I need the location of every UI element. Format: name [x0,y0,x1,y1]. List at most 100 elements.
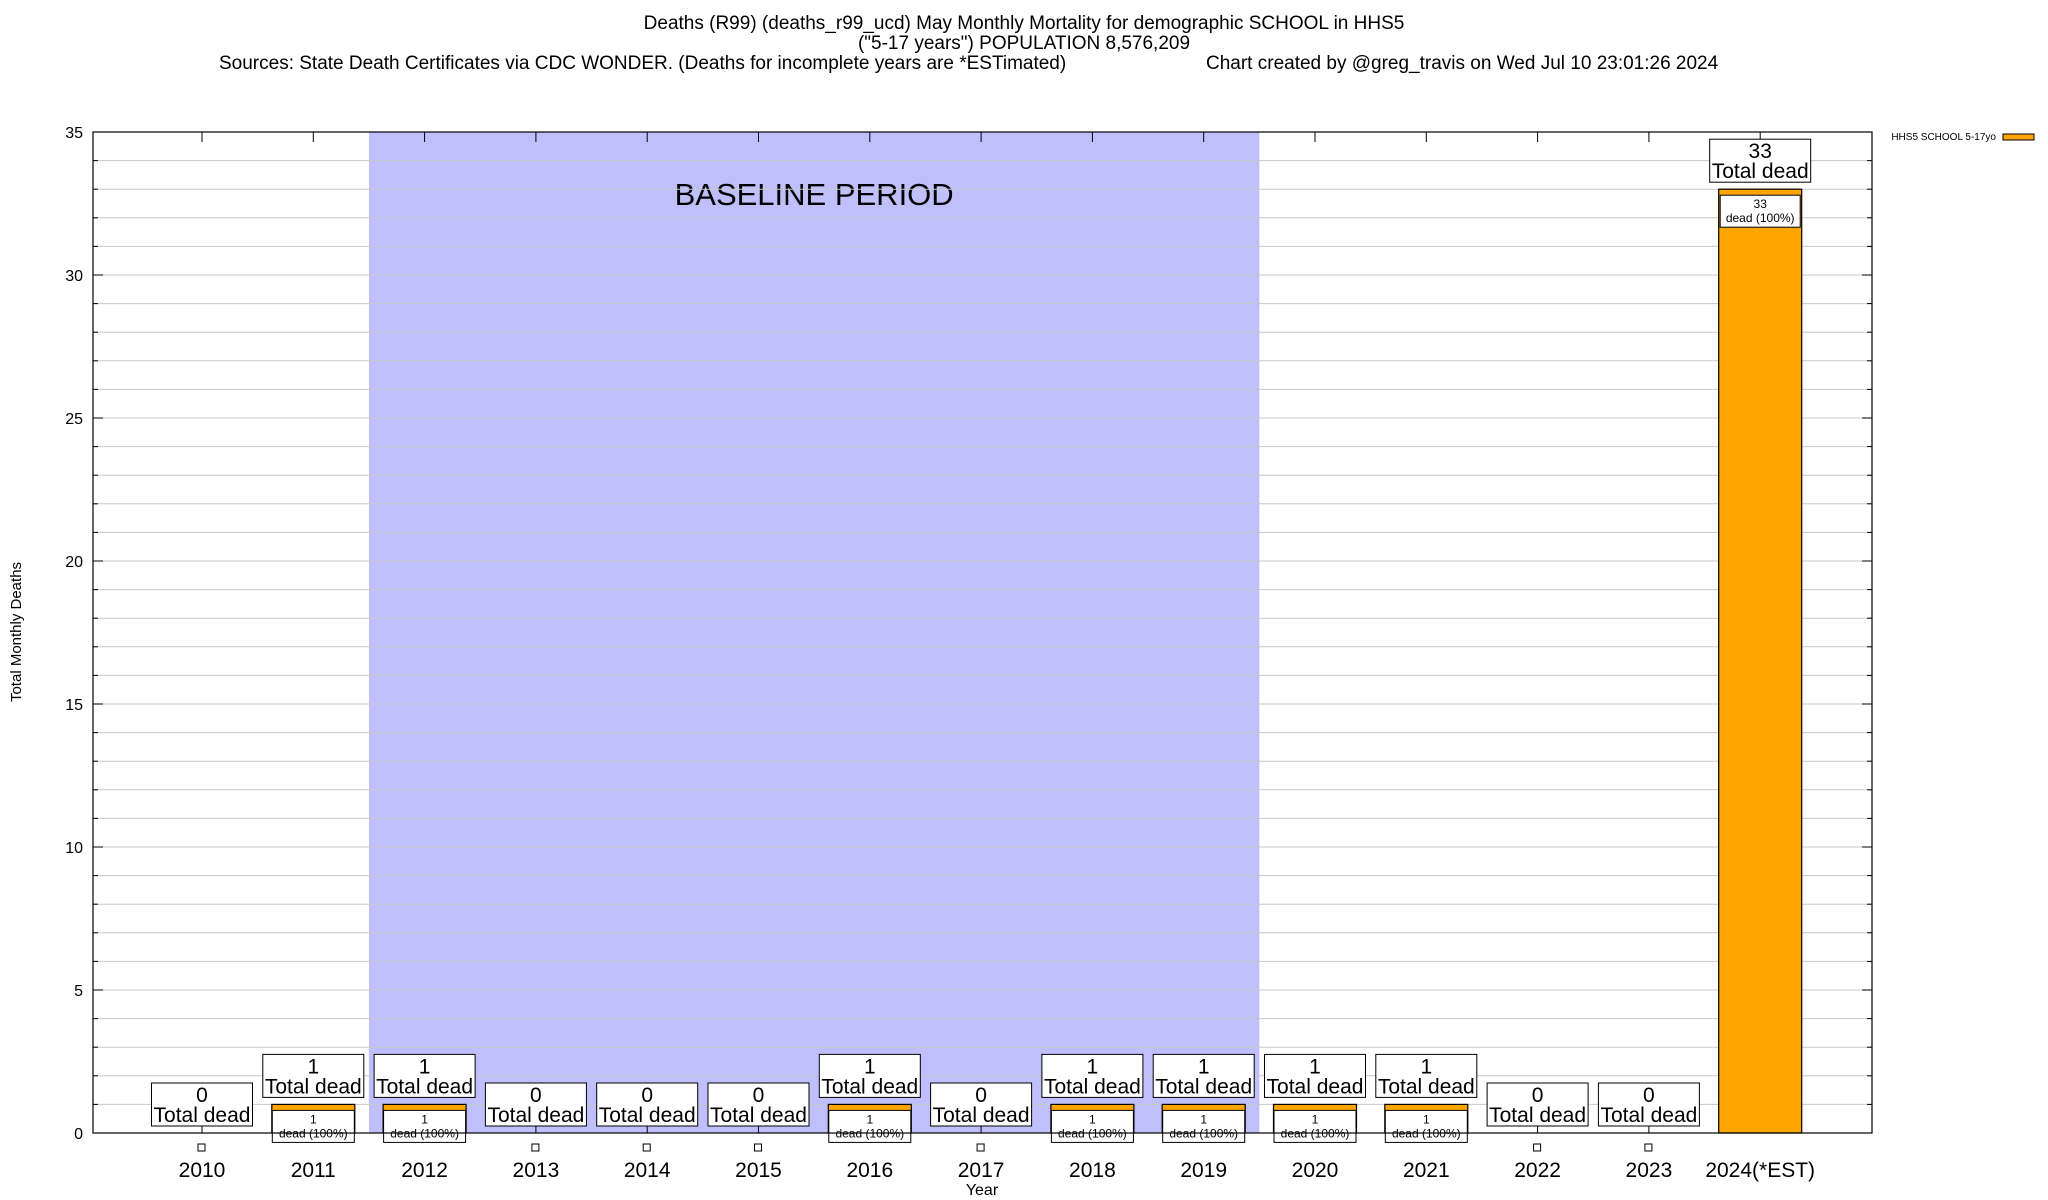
total-suffix-label: Total dead [1600,1104,1697,1127]
segment-value-label: 1 [1312,1112,1319,1126]
total-suffix-label: Total dead [821,1075,918,1098]
bar [1718,188,1803,1134]
total-suffix-label: Total dead [154,1104,251,1127]
total-label-box [151,1082,253,1127]
chart-subtitle: ("5-17 years") POPULATION 8,576,209 [857,33,1191,54]
total-label-box [1041,1053,1144,1098]
y-tick-label: 15 [65,697,83,714]
segment-pct-label: dead (100%) [1726,211,1795,225]
x-tick-label: 2017 [958,1159,1005,1182]
segment-value-label: 1 [1200,1112,1207,1126]
y-tick-label: 5 [74,983,83,1000]
total-label-box [1264,1053,1366,1098]
x-tick-label: 2015 [735,1159,782,1182]
total-label-box [1152,1053,1255,1098]
total-value-label: 0 [641,1084,653,1107]
total-suffix-label: Total dead [710,1104,807,1127]
total-suffix-label: Total dead [1267,1075,1364,1098]
y-tick-label: 0 [74,1126,83,1143]
x-tick-label: 2018 [1069,1159,1116,1182]
total-label-box [262,1053,365,1098]
x-tick-label: 2016 [846,1159,893,1182]
total-label-box [596,1082,699,1127]
total-value-label: 1 [1087,1055,1099,1078]
x-tick-label: 2019 [1180,1159,1227,1182]
total-label-box [1597,1082,1700,1127]
total-suffix-label: Total dead [1378,1075,1475,1098]
total-label-box [484,1082,587,1127]
total-suffix-label: Total dead [933,1104,1030,1127]
segment-value-label: 1 [1423,1112,1430,1126]
y-axis-label: Total Monthly Deaths [8,562,25,702]
y-tick-label: 10 [65,840,83,857]
y-tick-label: 25 [65,411,83,428]
total-value-label: 33 [1749,140,1772,163]
total-value-label: 1 [1420,1055,1432,1078]
legend-label: HHS5 SCHOOL 5-17yo [1891,132,1996,143]
segment-value-label: 1 [421,1112,428,1126]
total-suffix-label: Total dead [1044,1075,1141,1098]
zero-marker [642,1143,651,1152]
segment-label-box [271,1109,355,1143]
zero-marker [1644,1143,1653,1152]
baseline-label: BASELINE PERIOD [675,177,954,212]
segment-label-box [1384,1109,1468,1143]
y-tick-label: 30 [65,268,83,285]
total-label-box [930,1082,1033,1127]
total-value-label: 0 [530,1084,542,1107]
total-label-box [373,1053,476,1098]
total-label-box [1709,138,1812,183]
x-tick-label: 2024(*EST) [1705,1159,1815,1182]
total-suffix-label: Total dead [487,1104,584,1127]
segment-value-label: 1 [1089,1112,1096,1126]
total-suffix-label: Total dead [265,1075,362,1098]
total-label-box [707,1082,810,1127]
x-tick-label: 2022 [1514,1159,1561,1182]
total-label-box [818,1053,921,1098]
plot-frame [92,131,1873,1134]
segment-label-box [1050,1109,1134,1143]
x-axis-label: Year [966,1182,999,1199]
total-value-label: 1 [1309,1055,1321,1078]
total-value-label: 1 [1198,1055,1210,1078]
baseline-shading [368,132,1260,1133]
chart-credit: Chart created by @greg_travis on Wed Jul… [1206,53,1719,74]
segment-value-label: 33 [1754,197,1768,211]
total-label-box [1375,1053,1478,1098]
total-suffix-label: Total dead [1155,1075,1252,1098]
total-suffix-label: Total dead [1712,160,1809,183]
total-suffix-label: Total dead [376,1075,473,1098]
x-tick-label: 2013 [513,1159,560,1182]
chart-title: Deaths (R99) (deaths_r99_ucd) May Monthl… [643,13,1405,34]
segment-label-box [828,1109,912,1143]
total-suffix-label: Total dead [1489,1104,1586,1127]
total-label-box [1486,1082,1589,1127]
total-value-label: 1 [307,1055,319,1078]
segment-label-box [1162,1109,1246,1143]
y-tick-label: 35 [65,125,83,142]
x-tick-label: 2021 [1403,1159,1450,1182]
x-tick-label: 2010 [179,1159,226,1182]
segment-value-label: 1 [310,1112,317,1126]
zero-marker [754,1143,762,1152]
segment-value-label: 1 [866,1112,873,1126]
x-tick-label: 2023 [1626,1159,1673,1182]
zero-marker [197,1143,206,1152]
total-value-label: 0 [196,1084,208,1107]
segment-label-box [1719,194,1801,228]
x-tick-label: 2014 [624,1159,671,1182]
total-value-label: 0 [1643,1084,1655,1107]
segment-label-box [1273,1109,1357,1143]
y-tick-label: 20 [65,554,83,571]
total-value-label: 0 [975,1084,987,1107]
x-tick-label: 2011 [291,1159,336,1182]
total-value-label: 0 [1532,1084,1544,1107]
segment-label-box [383,1109,467,1143]
total-value-label: 1 [419,1055,431,1078]
legend-swatch [2002,133,2035,141]
zero-marker [531,1143,540,1152]
total-suffix-label: Total dead [599,1104,696,1127]
x-tick-label: 2020 [1292,1159,1339,1182]
zero-marker [976,1143,985,1152]
